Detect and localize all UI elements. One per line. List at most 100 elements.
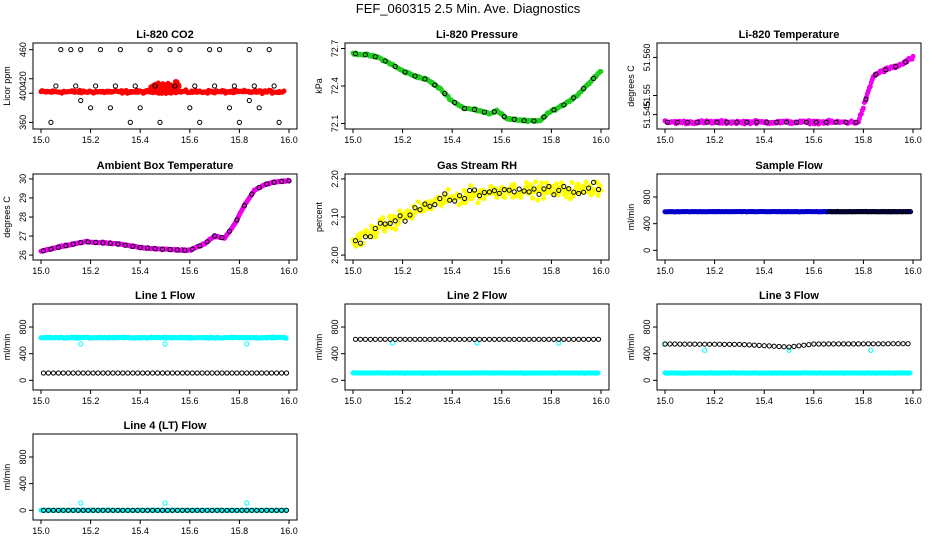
data-point	[387, 336, 393, 342]
data-point	[536, 336, 542, 342]
x-tick-label: 15.4	[443, 396, 461, 406]
data-point	[390, 340, 396, 346]
y-tick-label: 2.10	[330, 208, 340, 226]
data-point	[566, 336, 572, 342]
data-point	[50, 507, 57, 513]
y-tick-label: 0	[642, 378, 652, 383]
data-point	[900, 341, 906, 347]
data-point	[244, 500, 250, 506]
data-point	[132, 83, 138, 89]
x-tick-label: 15.4	[755, 266, 773, 276]
data-point	[512, 185, 518, 191]
data-point	[155, 370, 161, 376]
data-point	[194, 507, 200, 513]
data-point	[890, 341, 896, 347]
data-point	[246, 97, 252, 104]
data-point	[362, 234, 368, 240]
data-point	[145, 245, 151, 251]
data-point	[853, 209, 859, 215]
data-point	[845, 341, 852, 347]
data-point	[259, 507, 265, 513]
data-point	[843, 119, 849, 125]
data-point	[850, 341, 857, 347]
data-point	[97, 47, 104, 53]
data-point	[781, 344, 787, 350]
data-point	[540, 196, 546, 202]
data-point	[80, 370, 86, 376]
x-tick-label: 15.2	[706, 266, 724, 276]
data-point	[55, 507, 62, 513]
data-point	[152, 83, 158, 89]
data-point	[244, 341, 250, 347]
x-tick-label: 15.0	[344, 266, 362, 276]
data-point	[162, 341, 168, 347]
y-tick-label: 72.4	[330, 77, 340, 95]
data-point	[870, 341, 876, 347]
data-point	[177, 47, 183, 53]
data-point	[541, 336, 547, 342]
data-point	[481, 109, 487, 115]
data-point	[150, 370, 156, 376]
data-point	[422, 76, 428, 82]
y-tick-label: 360	[18, 115, 28, 130]
data-series	[662, 370, 913, 376]
data-series	[664, 59, 909, 125]
data-point	[910, 53, 916, 59]
chart-title: Line 4 (LT) Flow	[124, 420, 207, 432]
y-axis-label: ml/min	[2, 464, 12, 491]
data-point	[100, 507, 106, 513]
data-point	[452, 198, 458, 204]
data-point	[269, 370, 275, 376]
data-point	[841, 341, 847, 347]
data-point	[803, 119, 810, 125]
data-point	[159, 370, 166, 376]
data-point	[442, 191, 448, 197]
data-point	[117, 47, 124, 53]
data-point	[591, 179, 597, 185]
x-tick-label: 16.0	[592, 266, 610, 276]
data-point	[115, 507, 121, 513]
data-point	[176, 83, 182, 89]
data-point	[224, 507, 230, 513]
data-point	[204, 507, 210, 513]
data-point	[192, 83, 198, 89]
data-point	[734, 119, 740, 125]
data-point	[244, 507, 250, 513]
plot-frame	[32, 303, 298, 391]
data-point	[164, 370, 171, 376]
x-tick-label: 15.6	[181, 135, 199, 145]
data-point	[880, 209, 886, 215]
data-series	[78, 500, 250, 506]
x-tick-label: 16.0	[280, 526, 298, 536]
chart-title: Li-820 Pressure	[436, 29, 518, 41]
x-tick-label: 15.2	[82, 266, 100, 276]
data-point	[90, 370, 96, 376]
data-point	[120, 507, 126, 513]
data-point	[865, 341, 872, 347]
data-point	[367, 234, 373, 240]
panels: Li-820 CO2 Licor ppm 15.0 15.2 15.4 15.6 15.8 1…	[2, 29, 922, 536]
data-point	[475, 200, 481, 206]
data-point	[491, 188, 497, 194]
data-point	[412, 73, 418, 79]
data-point	[120, 370, 126, 376]
data-point	[219, 234, 225, 241]
data-point	[382, 228, 388, 234]
data-point	[397, 336, 403, 342]
data-point	[905, 341, 911, 347]
data-point	[264, 181, 270, 187]
y-tick-label: 460	[18, 42, 28, 57]
chart-title: Line 1 Flow	[135, 290, 195, 302]
data-point	[831, 209, 837, 215]
x-tick-label: 15.6	[181, 396, 199, 406]
x-tick-label: 15.6	[493, 396, 511, 406]
data-point	[402, 336, 408, 342]
data-point	[536, 191, 542, 197]
x-tick-label: 15.2	[394, 266, 412, 276]
data-point	[234, 370, 240, 376]
data-point	[137, 244, 143, 251]
data-point	[873, 72, 879, 78]
data-point	[845, 209, 852, 215]
data-point	[402, 69, 408, 75]
